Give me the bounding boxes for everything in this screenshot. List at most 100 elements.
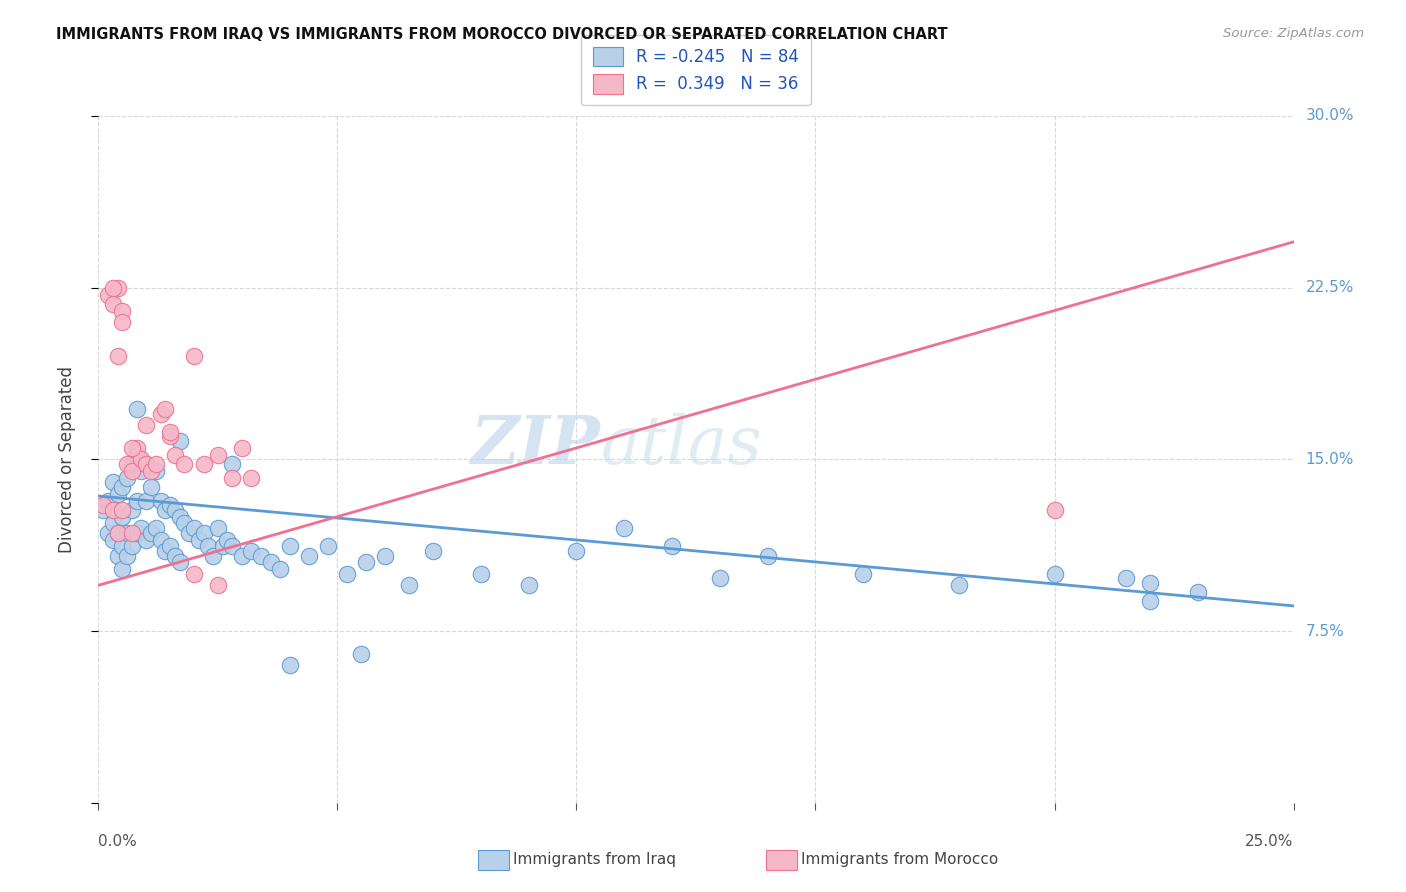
- Point: [111, 540, 134, 554]
- Point: [240, 471, 263, 485]
- Point: [1043, 502, 1066, 516]
- Point: [259, 555, 281, 570]
- Point: [197, 540, 219, 554]
- Point: [107, 525, 129, 540]
- Point: [1139, 594, 1161, 608]
- Point: [101, 502, 124, 516]
- Text: 15.0%: 15.0%: [1305, 452, 1354, 467]
- Point: [115, 471, 138, 485]
- Point: [709, 571, 731, 585]
- Point: [111, 315, 134, 329]
- Point: [125, 493, 148, 508]
- Point: [125, 441, 148, 455]
- Point: [231, 549, 253, 563]
- Point: [350, 647, 373, 661]
- Point: [517, 578, 540, 592]
- Text: ZIP: ZIP: [471, 413, 600, 478]
- Point: [179, 525, 201, 540]
- Point: [139, 480, 162, 494]
- Point: [101, 296, 124, 310]
- Point: [121, 540, 143, 554]
- Point: [354, 555, 377, 570]
- Text: Immigrants from Morocco: Immigrants from Morocco: [801, 853, 998, 867]
- Point: [613, 521, 636, 535]
- Point: [107, 280, 129, 294]
- Point: [111, 509, 134, 524]
- Point: [121, 464, 143, 478]
- Point: [135, 417, 157, 433]
- Point: [155, 544, 177, 558]
- Point: [101, 475, 124, 490]
- Point: [422, 544, 444, 558]
- Point: [169, 434, 191, 448]
- Point: [163, 448, 186, 462]
- Point: [169, 555, 191, 570]
- Point: [91, 502, 114, 516]
- Point: [221, 540, 243, 554]
- Point: [1187, 585, 1209, 599]
- Point: [298, 549, 321, 563]
- Point: [125, 402, 148, 417]
- Point: [145, 457, 167, 471]
- Point: [193, 525, 215, 540]
- Point: [107, 549, 129, 563]
- Point: [159, 425, 181, 439]
- Point: [207, 521, 229, 535]
- Point: [115, 549, 138, 563]
- Point: [163, 502, 186, 516]
- Point: [852, 566, 875, 581]
- Point: [565, 544, 588, 558]
- Point: [107, 525, 129, 540]
- Point: [111, 562, 134, 576]
- Point: [278, 540, 301, 554]
- Point: [135, 533, 157, 547]
- Point: [374, 549, 396, 563]
- Point: [91, 498, 114, 512]
- Point: [221, 457, 243, 471]
- Point: [240, 544, 263, 558]
- Point: [115, 525, 138, 540]
- Point: [1115, 571, 1137, 585]
- Point: [125, 525, 148, 540]
- Point: [97, 493, 120, 508]
- Point: [207, 578, 229, 592]
- Point: [207, 448, 229, 462]
- Point: [149, 493, 172, 508]
- Point: [183, 566, 205, 581]
- Point: [115, 457, 138, 471]
- Text: IMMIGRANTS FROM IRAQ VS IMMIGRANTS FROM MOROCCO DIVORCED OR SEPARATED CORRELATIO: IMMIGRANTS FROM IRAQ VS IMMIGRANTS FROM …: [56, 27, 948, 42]
- Point: [661, 540, 683, 554]
- Text: Source: ZipAtlas.com: Source: ZipAtlas.com: [1223, 27, 1364, 40]
- Point: [1043, 566, 1066, 581]
- Point: [169, 509, 191, 524]
- Point: [183, 349, 205, 364]
- Point: [149, 407, 172, 421]
- Point: [159, 540, 181, 554]
- Point: [97, 287, 120, 301]
- Point: [211, 540, 233, 554]
- Point: [1139, 576, 1161, 591]
- Point: [121, 525, 143, 540]
- Legend: R = -0.245   N = 84, R =  0.349   N = 36: R = -0.245 N = 84, R = 0.349 N = 36: [581, 35, 811, 105]
- Point: [948, 578, 970, 592]
- Point: [217, 533, 239, 547]
- Point: [135, 493, 157, 508]
- Text: 25.0%: 25.0%: [1246, 834, 1294, 848]
- Point: [183, 521, 205, 535]
- Point: [101, 280, 124, 294]
- Point: [121, 457, 143, 471]
- Point: [121, 441, 143, 455]
- Text: atlas: atlas: [600, 413, 762, 478]
- Text: 0.0%: 0.0%: [98, 834, 138, 848]
- Point: [163, 549, 186, 563]
- Point: [131, 521, 153, 535]
- Point: [159, 498, 181, 512]
- Point: [231, 441, 253, 455]
- Point: [159, 429, 181, 443]
- Point: [139, 464, 162, 478]
- Point: [221, 471, 243, 485]
- Point: [145, 521, 167, 535]
- Point: [121, 502, 143, 516]
- Text: 22.5%: 22.5%: [1305, 280, 1354, 295]
- Point: [111, 303, 134, 318]
